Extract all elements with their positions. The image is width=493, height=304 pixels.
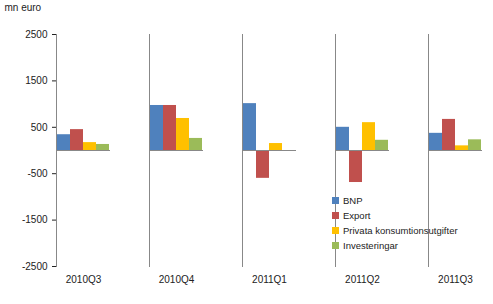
html-text:Export: Export bbox=[343, 210, 371, 221]
svg-text:2010Q3: 2010Q3 bbox=[66, 274, 102, 285]
svg-text:2500: 2500 bbox=[25, 29, 48, 40]
svg-text:500: 500 bbox=[31, 122, 48, 133]
svg-text:1500: 1500 bbox=[25, 75, 48, 86]
svg-text:-500: -500 bbox=[27, 168, 47, 179]
svg-text:2010Q4: 2010Q4 bbox=[159, 274, 195, 285]
svg-text:-2500: -2500 bbox=[22, 261, 48, 272]
html-text:Privata konsumtionsutgifter: Privata konsumtionsutgifter bbox=[343, 225, 458, 236]
svg-text:mn euro: mn euro bbox=[5, 2, 42, 13]
svg-text:2011Q2: 2011Q2 bbox=[345, 274, 380, 285]
html-text:Investeringar: Investeringar bbox=[343, 240, 398, 251]
svg-text:-1500: -1500 bbox=[22, 214, 48, 225]
svg-text:2011Q1: 2011Q1 bbox=[252, 274, 287, 285]
html-text:BNP: BNP bbox=[343, 195, 363, 206]
svg-text:2011Q3: 2011Q3 bbox=[438, 274, 473, 285]
